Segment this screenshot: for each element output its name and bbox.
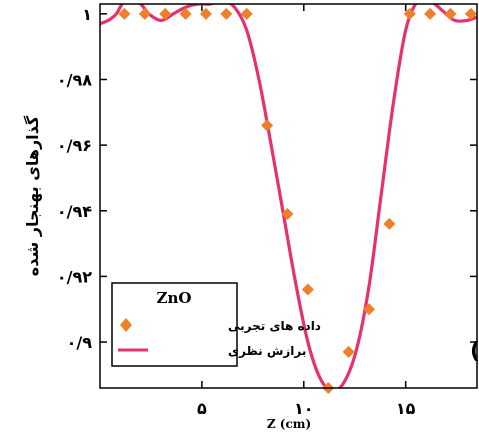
data-point	[301, 283, 314, 296]
panel-label: (الف)	[470, 339, 479, 364]
legend-entry-experimental: داده های تجربی	[228, 319, 321, 333]
y-axis-ticks: ۱ ۰/۹۸ ۰/۹۶ ۰/۹۴ ۰/۹۲ ۰/۹	[57, 5, 477, 352]
experimental-points-series	[118, 7, 477, 394]
y-axis-title: گذارهای بهنجار شده	[23, 115, 42, 276]
plot-frame	[99, 3, 478, 389]
data-point	[464, 7, 477, 20]
legend-box	[111, 282, 238, 367]
data-point	[159, 7, 172, 20]
y-tick-label: ۰/۹۴	[57, 202, 92, 221]
x-tick-label: ۱۰	[294, 399, 314, 418]
data-point	[444, 7, 457, 20]
legend: ZnO داده های تجربی برازش نظری	[111, 282, 321, 367]
data-point	[342, 345, 355, 358]
x-axis-ticks: ۵ ۱۰ ۱۵	[197, 4, 416, 418]
data-point	[281, 208, 294, 221]
legend-diamond-marker	[120, 318, 132, 332]
x-axis-title: Z (cm)	[267, 417, 311, 431]
data-point	[362, 303, 375, 316]
y-tick-label: ۰/۹۸	[57, 70, 92, 89]
y-tick-label: ۰/۹۶	[57, 136, 92, 155]
legend-title: ZnO	[157, 289, 192, 307]
data-point	[118, 7, 131, 20]
data-point	[383, 217, 396, 230]
x-tick-label: ۱۵	[396, 399, 416, 418]
data-point	[138, 7, 151, 20]
legend-entry-fit: برازش نظری	[228, 344, 306, 358]
data-point	[240, 7, 253, 20]
y-tick-label: ۰/۹	[67, 333, 93, 352]
y-tick-label: ۱	[82, 5, 92, 24]
x-tick-label: ۵	[197, 399, 207, 418]
data-point	[199, 7, 212, 20]
data-point	[403, 7, 416, 20]
data-point	[424, 7, 437, 20]
y-tick-label: ۰/۹۲	[57, 267, 92, 286]
data-point	[179, 7, 192, 20]
data-point	[261, 119, 274, 132]
data-point	[220, 7, 233, 20]
